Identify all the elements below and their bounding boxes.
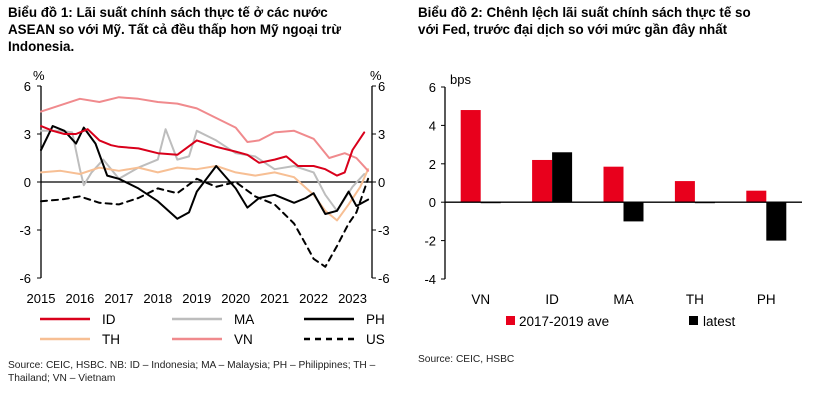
bar-vn-ave	[460, 110, 481, 203]
chart2-bar-chart: bps 6 4 2 0 -2 -4 VN ID MA TH PH 2017-2019 ave latest	[424, 72, 802, 329]
left-axis-unit: %	[33, 68, 45, 83]
y-tick-label-left: -6	[19, 271, 31, 286]
y-tick-label-right: 3	[378, 127, 385, 142]
category-label-ma: MA	[613, 292, 633, 307]
y-tick-label: 4	[429, 118, 436, 133]
bar-ph-ave	[746, 190, 767, 203]
legend-label-us: US	[366, 332, 385, 347]
bar-th-ave	[674, 181, 695, 203]
legend-label-vn: VN	[234, 332, 253, 347]
chart1-title: Biểu đồ 1: Lãi suất chính sách thực tế ở…	[8, 4, 400, 55]
category-label-id: ID	[545, 292, 559, 307]
x-tick-label: 2020	[221, 291, 250, 306]
y-tick-label-right: -6	[378, 271, 390, 286]
y-tick-label: -2	[424, 234, 436, 249]
series-line-ma	[40, 128, 366, 212]
legend-label-latest: latest	[703, 314, 736, 329]
y-tick-label-left: -3	[19, 223, 31, 238]
series-line-th	[40, 165, 370, 222]
category-label-th: TH	[686, 292, 704, 307]
chart2-title: Biểu đồ 2: Chênh lệch lãi suất chính sác…	[418, 4, 814, 38]
chart1-title-line2: ASEAN so với Mỹ. Tất cả đều thấp hơn Mỹ …	[8, 22, 342, 37]
chart1-source-line1: Source: CEIC, HSBC. NB: ID – Indonesia; …	[8, 360, 376, 371]
y-tick-label: 2	[429, 157, 436, 172]
series-line-id	[40, 125, 366, 177]
y-tick-label-right: -3	[378, 223, 390, 238]
category-label-vn: VN	[471, 292, 490, 307]
x-tick-label: 2018	[143, 291, 172, 306]
bar-id-latest	[552, 152, 573, 203]
legend-label-th: TH	[102, 332, 120, 347]
bar-ma-latest	[623, 202, 644, 222]
series-line-us	[40, 177, 370, 268]
y-tick-label-left: 6	[24, 79, 31, 94]
x-tick-label: 2021	[260, 291, 289, 306]
y-axis-unit: bps	[450, 72, 471, 87]
chart1-title-line3: Indonesia.	[8, 39, 75, 54]
x-tick-label: 2022	[299, 291, 328, 306]
legend-label-id: ID	[102, 312, 116, 327]
y-tick-label: 0	[429, 195, 436, 210]
chart1-source-line2: Thailand; VN – Vietnam	[8, 373, 116, 384]
series-line-vn	[40, 96, 370, 172]
chart2-source: Source: CEIC, HSBC	[418, 354, 515, 365]
legend-label-ave: 2017-2019 ave	[519, 314, 609, 329]
chart1-title-line1: Biểu đồ 1: Lãi suất chính sách thực tế ở…	[8, 5, 328, 20]
bar-ph-latest	[766, 202, 787, 241]
legend-swatch-ave	[506, 316, 515, 325]
category-label-ph: PH	[757, 292, 776, 307]
y-tick-label-right: 0	[378, 175, 385, 190]
y-tick-label: 6	[429, 80, 436, 95]
y-tick-label: -4	[424, 272, 436, 287]
x-tick-label: 2019	[182, 291, 211, 306]
y-tick-label-left: 0	[24, 175, 31, 190]
chart2-title-line2: với Fed, trước đại dịch so với mức gần đ…	[418, 22, 728, 37]
x-tick-label: 2017	[104, 291, 133, 306]
right-axis-unit: %	[370, 68, 382, 83]
bar-id-ave	[532, 159, 553, 203]
y-tick-label-right: 6	[378, 79, 385, 94]
chart2-title-line1: Biểu đồ 2: Chênh lệch lãi suất chính sác…	[418, 5, 751, 20]
y-tick-label-left: 3	[24, 127, 31, 142]
bar-ma-ave	[603, 166, 624, 203]
legend-label-ph: PH	[366, 312, 385, 327]
x-tick-label: 2023	[338, 291, 367, 306]
legend-swatch-latest	[689, 316, 698, 325]
legend-label-ma: MA	[234, 312, 254, 327]
chart1-source: Source: CEIC, HSBC. NB: ID – Indonesia; …	[8, 359, 408, 385]
x-tick-label: 2016	[65, 291, 94, 306]
x-tick-label: 2015	[27, 291, 56, 306]
